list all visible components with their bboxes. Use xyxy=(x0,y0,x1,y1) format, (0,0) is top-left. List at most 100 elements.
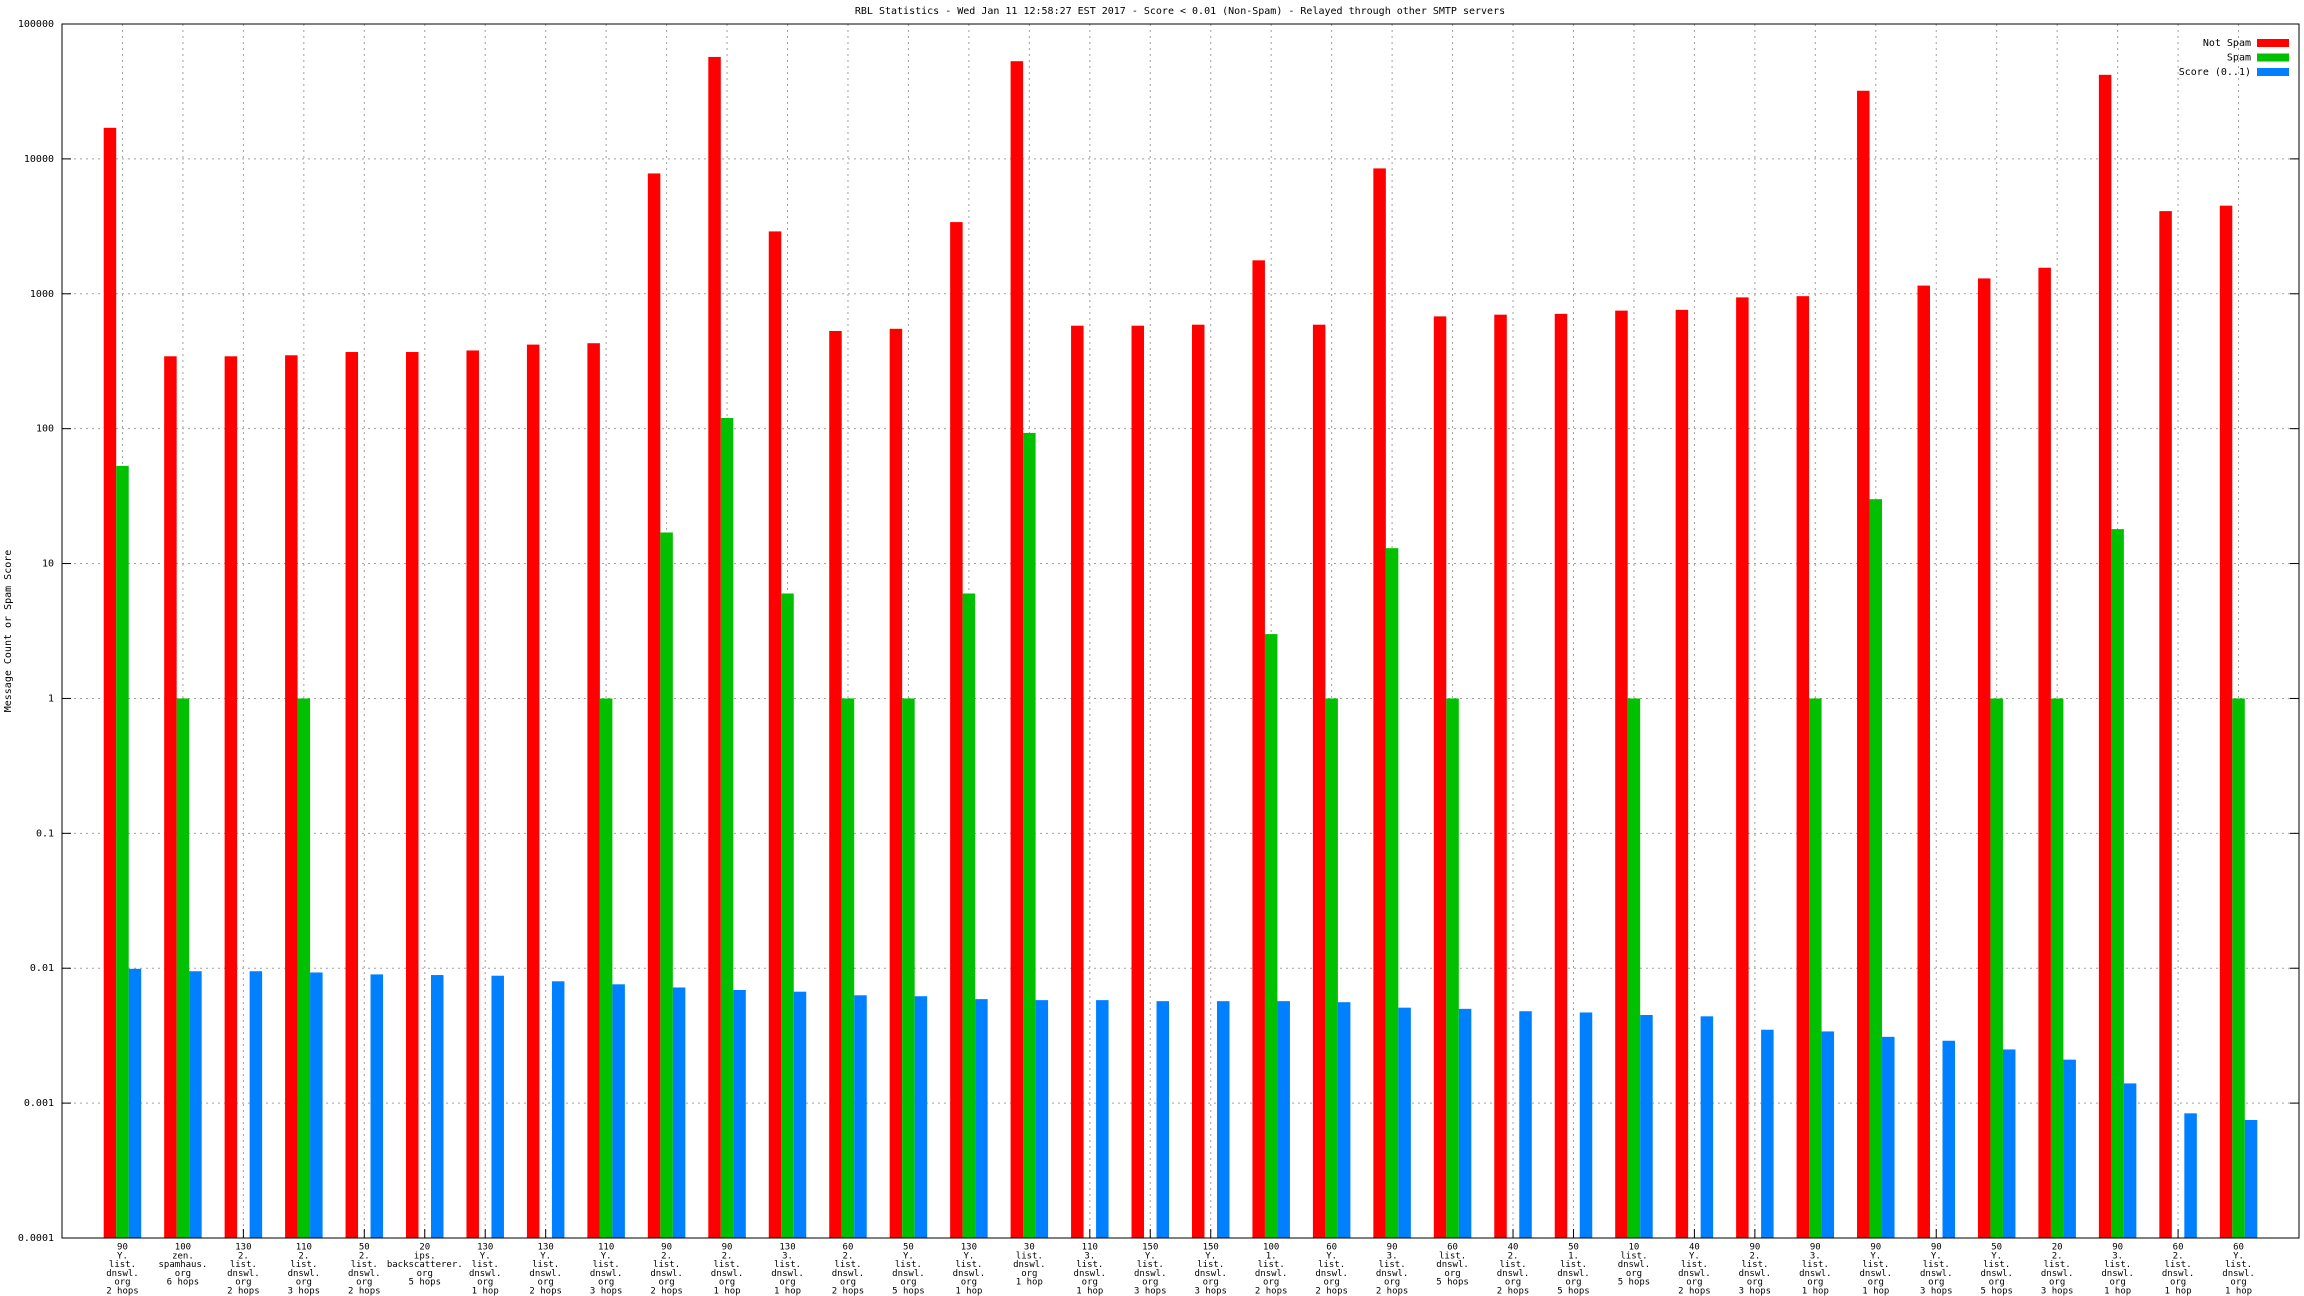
x-tick-label: 130 xyxy=(779,1243,795,1253)
x-tick-label: org xyxy=(1807,1278,1823,1288)
bar xyxy=(587,343,600,1238)
x-tick-label: 3 hops xyxy=(288,1287,321,1296)
x-tick-label: list. xyxy=(593,1260,620,1270)
x-tick-label: 130 xyxy=(961,1243,977,1253)
x-tick-label: list. xyxy=(895,1260,922,1270)
x-tick-label: org xyxy=(961,1278,977,1288)
bar xyxy=(733,989,746,1238)
x-tick-label: 2 hops xyxy=(1678,1287,1711,1296)
x-tick-label: list. xyxy=(1016,1251,1043,1261)
bar xyxy=(1736,297,1749,1238)
bar xyxy=(720,417,734,1239)
x-tick-label: dnswl. xyxy=(832,1269,865,1279)
x-tick-label: dnswl. xyxy=(1980,1269,2013,1279)
y-tick-label: 100 xyxy=(36,424,54,435)
bar xyxy=(829,330,842,1238)
x-tick-label: list. xyxy=(2225,1260,2252,1270)
x-tick-label: dnswl. xyxy=(1255,1269,1288,1279)
bar xyxy=(2038,267,2051,1238)
x-tick-label: 1 hop xyxy=(1802,1287,1829,1296)
x-tick-label: 60 xyxy=(1326,1243,1337,1253)
x-tick-label: 1 hop xyxy=(714,1287,741,1296)
bar xyxy=(2063,1059,2076,1238)
bar xyxy=(1131,325,1145,1238)
x-tick-label: 3. xyxy=(2112,1251,2123,1261)
x-tick-label: org xyxy=(840,1278,856,1288)
y-tick-label: 1000 xyxy=(30,289,54,300)
bar xyxy=(1191,324,1205,1239)
x-tick-label: 130 xyxy=(235,1243,251,1253)
x-tick-label: org xyxy=(1142,1278,1158,1288)
bar xyxy=(224,356,238,1238)
bar xyxy=(1337,1002,1351,1238)
x-tick-label: 2 hops xyxy=(1376,1287,1409,1296)
bar xyxy=(1917,285,1930,1238)
x-tick-label: 1. xyxy=(1266,1251,1277,1261)
x-tick-label: 100 xyxy=(1263,1243,1279,1253)
x-tick-label: 90 xyxy=(1870,1243,1881,1253)
x-tick-label: dnswl. xyxy=(1557,1269,1590,1279)
bar xyxy=(466,350,479,1238)
x-tick-label: org xyxy=(1747,1278,1763,1288)
x-tick-label: list. xyxy=(1741,1260,1768,1270)
x-tick-label: list. xyxy=(653,1260,680,1270)
x-tick-label: dnswl. xyxy=(288,1269,321,1279)
y-tick-label: 1 xyxy=(48,693,54,704)
bar xyxy=(1942,1040,1955,1238)
x-tick-label: org xyxy=(1928,1278,1944,1288)
x-tick-label: 3 hops xyxy=(1134,1287,1167,1296)
x-tick-label: 1 hop xyxy=(472,1287,499,1296)
x-tick-label: Y. xyxy=(1689,1251,1700,1261)
x-tick-label: 2. xyxy=(843,1251,854,1261)
x-tick-label: list. xyxy=(1439,1251,1466,1261)
x-tick-label: 130 xyxy=(538,1243,554,1253)
x-tick-label: dnswl. xyxy=(1436,1260,1469,1270)
bar xyxy=(781,593,794,1238)
bar xyxy=(1096,1000,1109,1238)
x-tick-label: 3. xyxy=(1810,1251,1821,1261)
bar xyxy=(612,984,625,1238)
x-tick-label: 5 hops xyxy=(892,1287,925,1296)
x-tick-label: org xyxy=(779,1278,795,1288)
x-tick-label: list. xyxy=(834,1260,861,1270)
bar xyxy=(1035,1000,1049,1238)
x-tick-label: dnswl. xyxy=(650,1269,683,1279)
bar xyxy=(1640,1015,1653,1238)
x-tick-label: 90 xyxy=(1931,1243,1942,1253)
x-tick-label: 60 xyxy=(2233,1243,2244,1253)
x-tick-label: list. xyxy=(351,1260,378,1270)
x-tick-label: list. xyxy=(109,1260,136,1270)
bar xyxy=(1554,313,1568,1238)
x-tick-label: dnswl. xyxy=(771,1269,804,1279)
x-tick-label: dnswl. xyxy=(590,1269,623,1279)
x-tick-label: org xyxy=(2230,1278,2246,1288)
bar xyxy=(1264,634,1278,1238)
x-tick-label: 110 xyxy=(1082,1243,1098,1253)
x-tick-label: 2 hops xyxy=(348,1287,381,1296)
bar xyxy=(768,231,782,1239)
x-tick-label: org xyxy=(175,1269,191,1279)
x-tick-label: Y. xyxy=(963,1251,974,1261)
x-tick-label: 20 xyxy=(2052,1243,2063,1253)
x-tick-label: dnswl. xyxy=(1376,1269,1409,1279)
bar xyxy=(1821,1031,1835,1238)
bar xyxy=(708,56,721,1238)
x-tick-label: dnswl. xyxy=(1194,1269,1227,1279)
bar xyxy=(1433,316,1447,1238)
bar xyxy=(975,999,988,1238)
x-tick-label: 3 hops xyxy=(1194,1287,1227,1296)
bar xyxy=(1857,90,1870,1239)
x-tick-label: Y. xyxy=(2233,1251,2244,1261)
bar xyxy=(1882,1036,1895,1238)
x-tick-label: org xyxy=(1505,1278,1521,1288)
bar xyxy=(2232,698,2245,1238)
x-tick-label: list. xyxy=(1862,1260,1889,1270)
x-tick-label: 3 hops xyxy=(590,1287,623,1296)
legend-swatch xyxy=(2257,39,2289,47)
x-tick-label: 1 hop xyxy=(2165,1287,2192,1296)
bar xyxy=(164,356,177,1238)
x-tick-label: dnswl. xyxy=(892,1269,925,1279)
bar xyxy=(1277,1001,1290,1238)
x-tick-label: dnswl. xyxy=(469,1269,502,1279)
